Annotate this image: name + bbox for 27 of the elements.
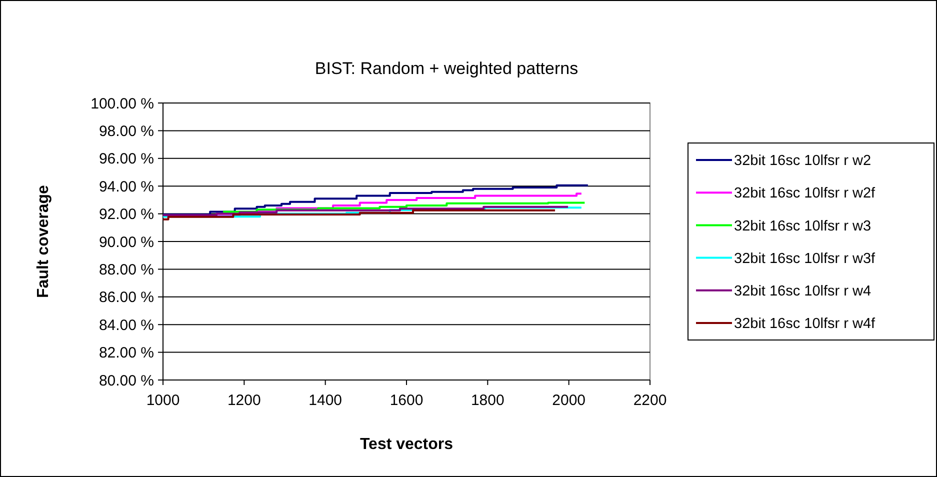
legend-label: 32bit 16sc 10lfsr r w4f: [734, 316, 876, 332]
y-tick-label: 94.00 %: [98, 178, 154, 196]
x-tick-label: 2000: [552, 392, 586, 409]
x-tick-label: 1000: [146, 392, 180, 409]
y-axis-title: Fault coverage: [35, 184, 52, 298]
chart-title: BIST: Random + weighted patterns: [314, 59, 578, 78]
x-tick-label: 1600: [390, 392, 424, 409]
x-axis-title: Test vectors: [360, 436, 454, 453]
y-tick-label: 92.00 %: [98, 206, 154, 224]
x-tick-label: 2200: [633, 392, 667, 409]
x-tick-label: 1200: [227, 392, 261, 409]
legend-label: 32bit 16sc 10lfsr r w4: [734, 283, 872, 300]
x-tick-label: 1400: [308, 392, 342, 409]
y-tick-label: 84.00 %: [98, 316, 154, 334]
y-tick-label: 100.00 %: [90, 95, 154, 112]
y-tick-label: 88.00 %: [98, 261, 154, 278]
y-tick-label: 86.00 %: [98, 289, 154, 306]
legend-label: 32bit 16sc 10lfsr r w3f: [734, 250, 876, 267]
y-tick-label: 96.00 %: [98, 150, 154, 168]
legend-label: 32bit 16sc 10lfsr r w3: [734, 218, 872, 234]
x-tick-label: 1800: [470, 392, 504, 409]
y-tick-label: 82.00 %: [98, 344, 154, 362]
legend-label: 32bit 16sc 10lfsr r w2f: [734, 186, 876, 202]
y-tick-label: 80.00 %: [98, 372, 154, 390]
y-tick-label: 98.00 %: [98, 122, 154, 140]
y-tick-label: 90.00 %: [98, 234, 154, 251]
legend-label: 32bit 16sc 10lfsr r w2: [734, 153, 872, 170]
